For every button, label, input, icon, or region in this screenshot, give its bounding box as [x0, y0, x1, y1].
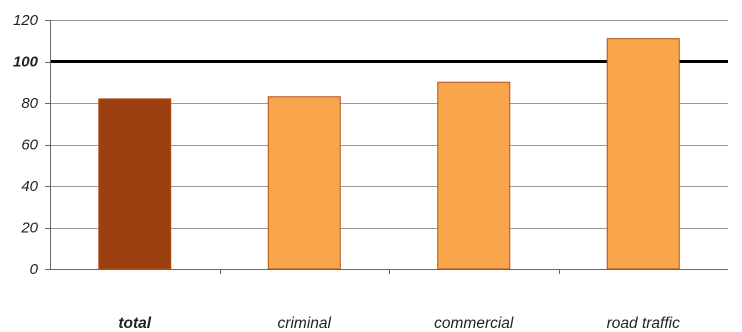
y-tick-label-20: 20 — [20, 220, 38, 237]
y-tick-labels: 0 20 40 60 80 100 120 — [13, 12, 39, 278]
x-category-labels: total criminal commercial road traffic — [118, 315, 680, 332]
y-tick-label-80: 80 — [21, 95, 38, 112]
axes — [45, 20, 728, 274]
bar-criminal — [267, 96, 341, 270]
bar-commercial — [437, 81, 511, 270]
category-label-commercial: commercial — [434, 315, 514, 332]
bar-total — [98, 98, 172, 270]
bars — [98, 38, 680, 270]
category-label-total: total — [118, 315, 151, 332]
bar-road-traffic — [606, 38, 680, 270]
category-label-road-traffic: road traffic — [607, 315, 680, 332]
y-tick-label-100: 100 — [13, 54, 39, 71]
y-tick-label-120: 120 — [13, 12, 39, 29]
category-label-criminal: criminal — [278, 315, 332, 332]
y-tick-label-40: 40 — [21, 178, 38, 195]
y-tick-label-0: 0 — [30, 261, 39, 278]
y-tick-label-60: 60 — [21, 137, 38, 154]
